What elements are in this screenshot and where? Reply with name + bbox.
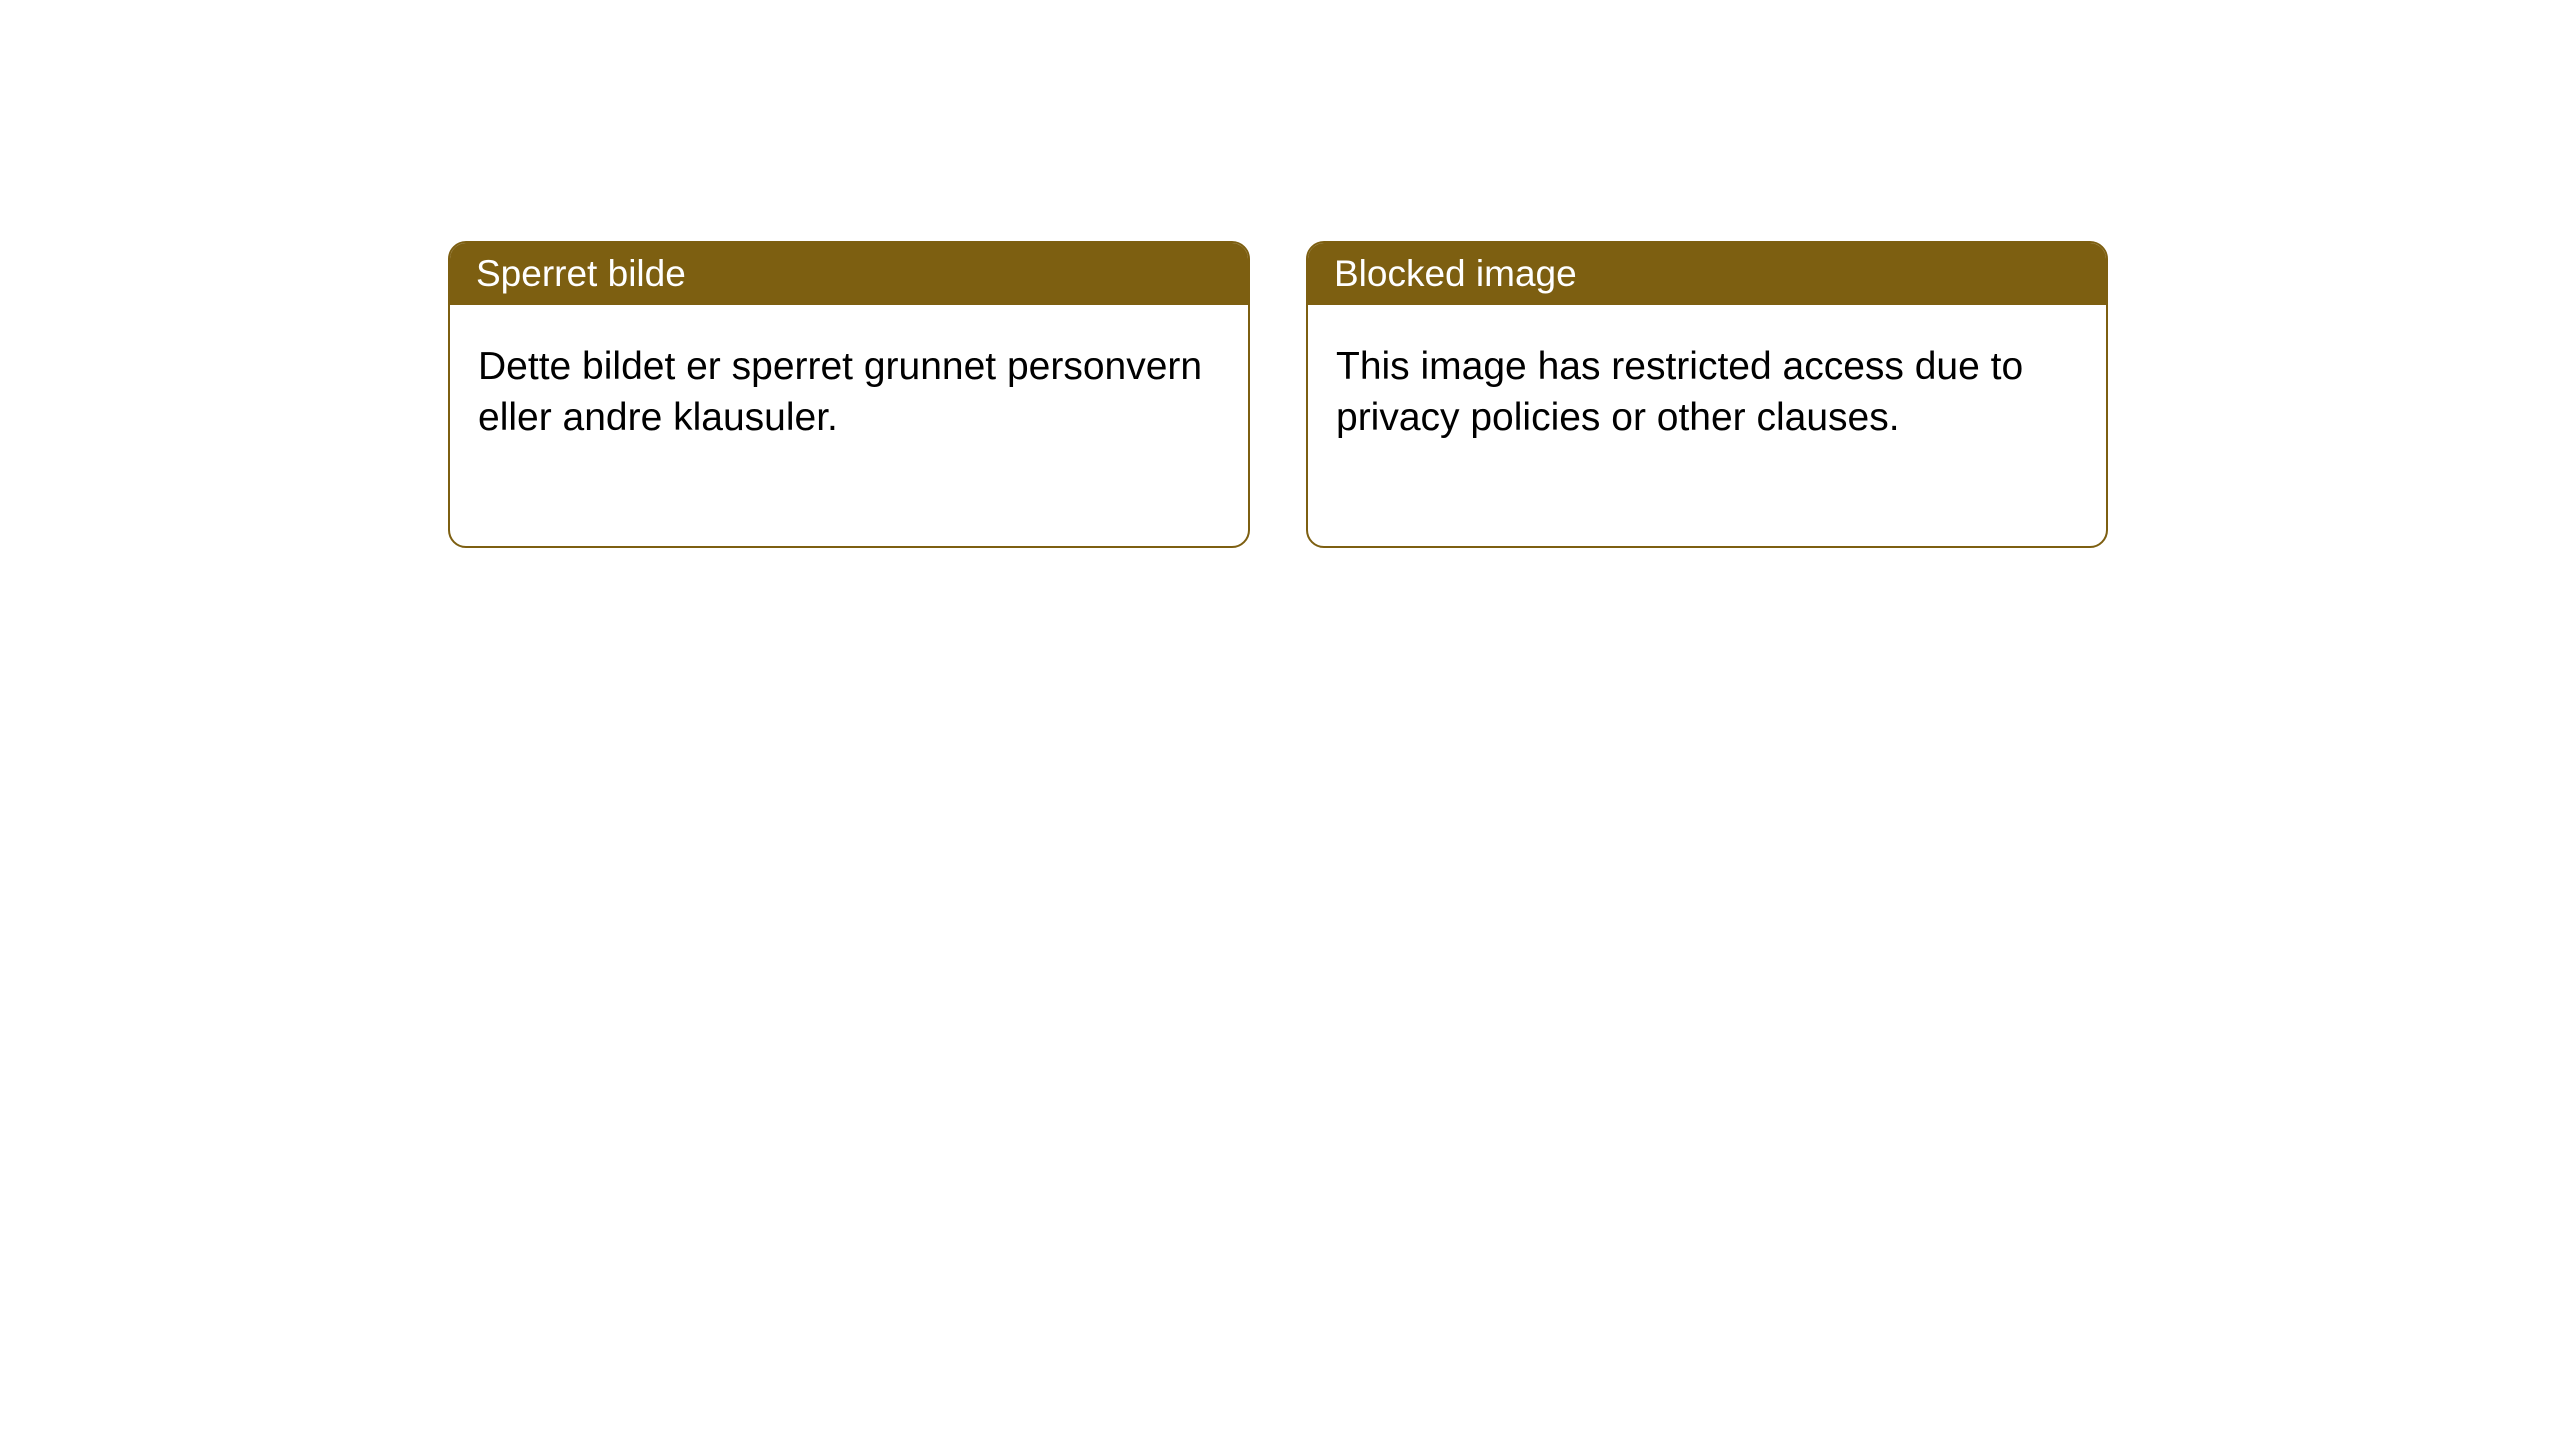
notice-card-english: Blocked image This image has restricted … (1306, 241, 2108, 548)
notice-body: Dette bildet er sperret grunnet personve… (450, 305, 1248, 546)
notice-card-norwegian: Sperret bilde Dette bildet er sperret gr… (448, 241, 1250, 548)
notice-body-text: Dette bildet er sperret grunnet personve… (478, 345, 1202, 439)
notice-title: Blocked image (1334, 253, 1577, 294)
notice-body: This image has restricted access due to … (1308, 305, 2106, 546)
notice-header: Blocked image (1308, 243, 2106, 305)
notice-header: Sperret bilde (450, 243, 1248, 305)
notice-body-text: This image has restricted access due to … (1336, 345, 2023, 439)
notice-container: Sperret bilde Dette bildet er sperret gr… (0, 0, 2560, 548)
notice-title: Sperret bilde (476, 253, 686, 294)
